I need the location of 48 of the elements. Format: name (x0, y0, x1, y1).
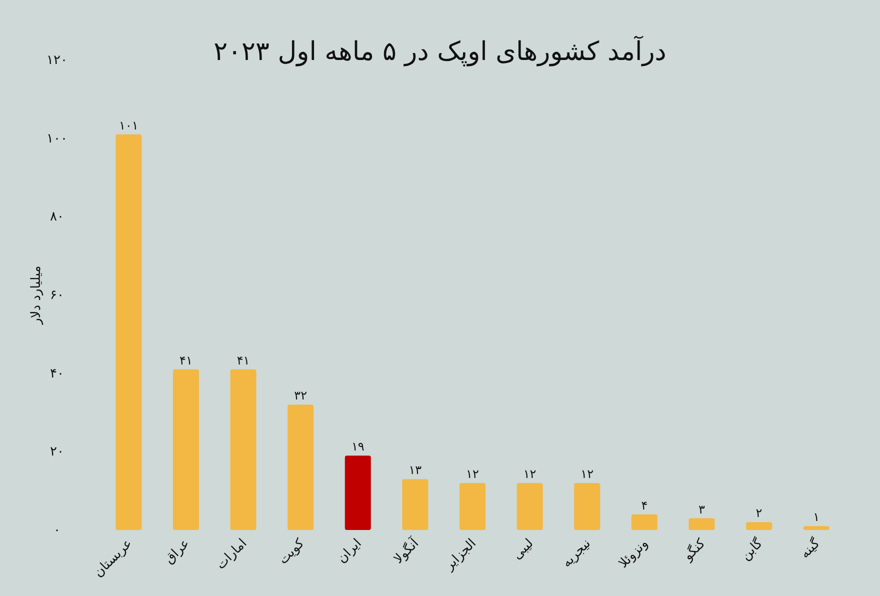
y-tick-label: ۸۰ (50, 210, 64, 225)
y-tick-label: ۲۰ (50, 444, 64, 460)
data-label: ۱۲ (466, 467, 479, 481)
chart-title: درآمد کشورهای اوپک در ۵ ماهه اول ۲۰۲۳ (214, 35, 666, 67)
data-label: ۲ (756, 506, 762, 520)
y-tick-label: ۶۰ (50, 288, 64, 303)
y-tick-label: ۴۰ (50, 366, 64, 382)
data-label: ۱۹ (351, 440, 364, 454)
bar (688, 518, 715, 530)
data-label: ۳۲ (294, 388, 308, 403)
y-tick-label: ۰ (54, 523, 60, 538)
x-tick-label: آنگولا (390, 534, 423, 568)
x-tick-label: عراق (162, 536, 193, 568)
bar (631, 514, 658, 530)
x-tick-label: کویت (276, 536, 308, 568)
y-tick-label: ۱۰۰ (46, 131, 68, 146)
x-tick-label: کنگو (680, 534, 710, 565)
bar (803, 526, 830, 530)
bar (288, 404, 314, 530)
bar (574, 483, 600, 530)
data-label: ۴۱ (236, 353, 250, 368)
data-label: ۴ (641, 498, 648, 512)
bar (344, 456, 371, 530)
y-tick-label: ۱۲۰ (46, 53, 68, 68)
data-label: ۳ (698, 502, 706, 516)
x-tick-label: نیجریه (560, 536, 594, 571)
bar (116, 134, 142, 530)
x-tick-label: امارات (214, 536, 250, 573)
x-tick-label: لیبی (510, 536, 537, 563)
bar (172, 369, 199, 530)
x-tick-label: گابن (738, 534, 766, 564)
bar (516, 483, 543, 530)
bar (230, 369, 256, 530)
bar (460, 483, 486, 530)
data-label: ۱۰۱ (118, 118, 138, 132)
x-tick-label: ایران (334, 536, 365, 566)
data-label: ۱۲ (523, 467, 536, 481)
x-tick-label: ونزوئلا (616, 536, 652, 572)
bar (402, 479, 428, 530)
y-axis-title: میلیارد دلار (29, 266, 44, 326)
x-tick-label: گینه (797, 534, 824, 562)
data-label: ۱۳ (408, 463, 422, 478)
data-label: ۴۱ (180, 353, 192, 368)
x-tick-label: الجزایر (441, 536, 480, 574)
x-tick-label: عربستان (91, 536, 136, 580)
bar (746, 522, 772, 530)
data-label: ۱۲ (580, 467, 594, 481)
data-label: ۱ (813, 510, 820, 524)
